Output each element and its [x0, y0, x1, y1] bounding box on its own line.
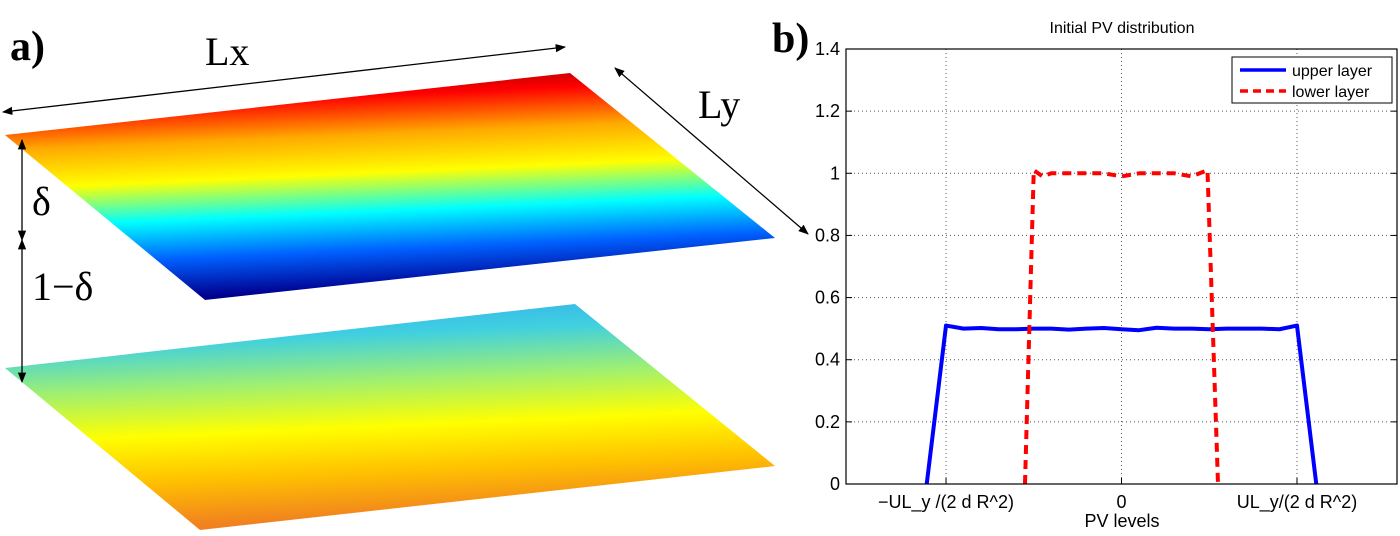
y-tick-label: 1.2	[815, 101, 840, 121]
ly-label: Ly	[698, 82, 740, 127]
x-tick-label: UL_y/(2 d R^2)	[1237, 492, 1358, 513]
axes-frame	[845, 48, 1398, 485]
y-tick-label: 1.4	[815, 39, 840, 59]
x-tick-label: −UL_y /(2 d R^2)	[878, 492, 1014, 513]
chart-title: Initial PV distribution	[1050, 20, 1195, 37]
lx-label: Lx	[205, 29, 249, 74]
legend-box	[1231, 56, 1393, 104]
legend: upper layer lower layer	[1231, 56, 1393, 104]
series-line-lower-layer	[1022, 168, 1221, 485]
x-tick-label: 0	[1116, 492, 1126, 512]
plot-area	[846, 49, 1397, 484]
delta-label: δ	[32, 179, 51, 224]
y-tick-label: 0.2	[815, 412, 840, 432]
series-line-upper-layer	[924, 323, 1319, 485]
ly-arrow	[614, 67, 809, 235]
panel-b-label: b)	[772, 16, 809, 62]
pv-chart: 0 0.2 0.4 0.6 0.8 1 1.2 1.4 −UL_y /(2 d R^2) 0 UL_…	[815, 39, 1398, 513]
legend-entry-upper: upper layer	[1292, 63, 1373, 80]
y-tick-label: 0.4	[815, 350, 840, 370]
lower-layer-surface	[5, 304, 775, 530]
one-minus-delta-label: 1−δ	[32, 264, 93, 309]
y-tick-label: 0.8	[815, 225, 840, 245]
y-tick-label: 1	[830, 163, 840, 183]
panel-a-label: a)	[10, 24, 45, 70]
y-tick-label: 0	[830, 474, 840, 494]
y-tick-label: 0.6	[815, 288, 840, 308]
legend-entry-lower: lower layer	[1292, 84, 1370, 101]
x-axis-label: PV levels	[1084, 511, 1159, 531]
lx-arrow	[1, 43, 567, 116]
upper-layer-surface	[5, 73, 775, 300]
